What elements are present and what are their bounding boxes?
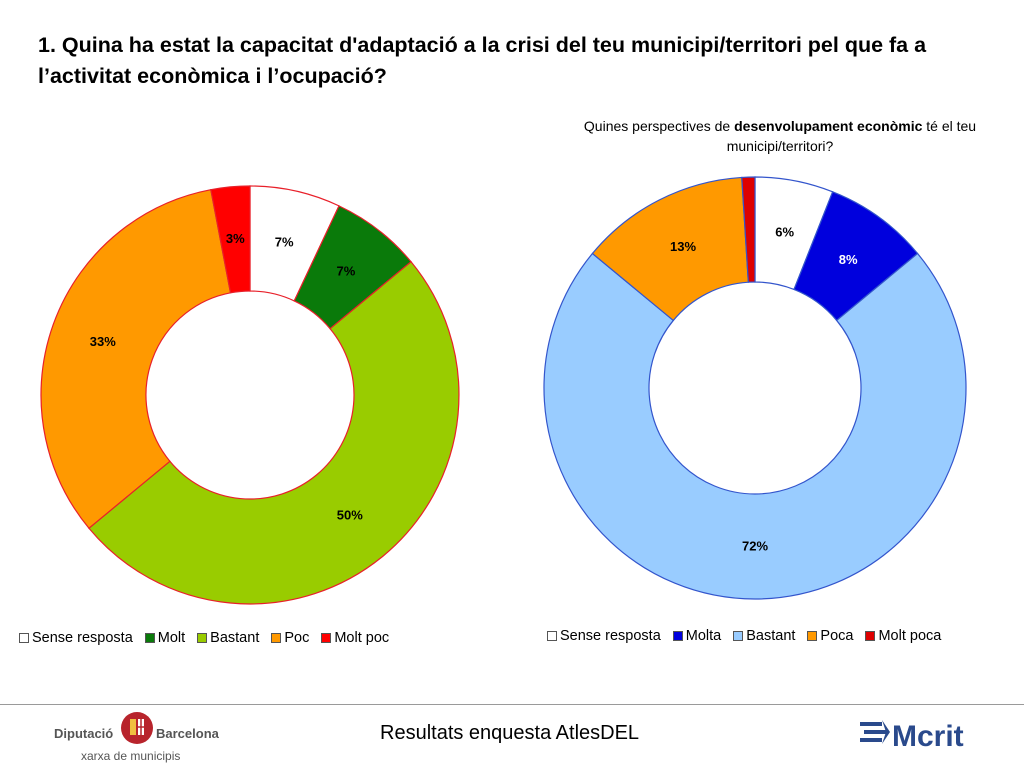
chart-1-legend-item-sense-resposta: Sense resposta	[19, 630, 133, 646]
diputacio-barcelona-logo: Diputació Barcelona xarxa de municipis	[54, 712, 220, 763]
legend-label: Sense resposta	[560, 628, 661, 644]
legend-swatch	[672, 631, 683, 641]
page-title: 1. Quina ha estat la capacitat d'adaptac…	[38, 33, 927, 88]
coat-of-arms-icon	[121, 712, 153, 744]
subtitle-after: té el teu municipi/territori?	[726, 118, 977, 154]
footer-title: Resultats enquesta AtlesDEL	[380, 722, 640, 744]
chart-2-title: Quines perspectives de desenvolupament e…	[535, 116, 1024, 156]
legend-label: Poca	[820, 628, 854, 644]
legend-chart-2: Sense resposta Molta Bastant Poca Molt poca	[547, 628, 953, 644]
chart-2-slice-molt-poca	[741, 176, 756, 283]
chart-2-data-label-poca: 13%	[670, 239, 696, 254]
legend-label: Poc	[284, 630, 310, 646]
chart-1-slice-bastant	[88, 260, 460, 605]
chart-1-slice-molt-poc	[210, 185, 251, 294]
mcrit-logo: Mcrit	[860, 720, 964, 752]
chart-1-slice-poc	[40, 188, 232, 530]
legend-swatch	[865, 631, 876, 641]
legend-swatch	[321, 633, 332, 643]
chart-1-legend-item-bastant: Bastant	[197, 630, 259, 646]
chart-2-data-label-sense-resposta: 6%	[775, 224, 794, 239]
donut-chart-adaptacio: 7% 7% 50% 33% 3%	[40, 185, 460, 605]
legend-label: Bastant	[746, 628, 796, 644]
svg-text:xarxa de municipis: xarxa de municipis	[81, 749, 180, 763]
chart-2-legend-item-poca: Poca	[807, 628, 853, 644]
legend-swatch	[144, 633, 155, 643]
chart-1-data-label-bastant: 50%	[337, 508, 363, 523]
legend-label: Sense resposta	[32, 630, 133, 646]
subtitle-before: Quines perspectives de	[583, 118, 735, 134]
legend-label: Molt poc	[334, 630, 390, 646]
legend-label: Molt	[157, 630, 186, 646]
legend-swatch	[19, 633, 29, 643]
legend-swatch	[547, 631, 557, 641]
chart-2-legend-item-molta: Molta	[672, 628, 722, 644]
legend-swatch	[807, 631, 818, 641]
legend-swatch	[197, 633, 208, 643]
subtitle-bold: desenvolupament econòmic	[734, 118, 923, 134]
svg-text:Diputació: Diputació	[54, 726, 113, 741]
chart-2-data-label-bastant: 72%	[742, 539, 768, 554]
chart-1-legend-item-poc: Poc	[271, 630, 309, 646]
chart-1-data-label-sense-resposta: 7%	[275, 234, 294, 249]
chart-2-legend-item-molt-poca: Molt poca	[865, 628, 941, 644]
mcrit-arrows-icon	[860, 720, 890, 744]
legend-chart-1: Sense resposta Molt Bastant Poc Molt poc	[19, 630, 401, 646]
chart-1-data-label-molt: 7%	[337, 263, 356, 278]
chart-1-legend-item-molt: Molt	[144, 630, 186, 646]
legend-label: Molt poca	[878, 628, 942, 644]
donut-chart-perspectives: 6% 8% 72% 13%	[543, 176, 967, 600]
footer-divider	[0, 704, 1024, 705]
legend-swatch	[733, 631, 744, 641]
chart-1-data-label-molt-poc: 3%	[226, 231, 245, 246]
chart-2-legend-item-sense-resposta: Sense resposta	[547, 628, 661, 644]
legend-label: Bastant	[210, 630, 260, 646]
chart-2-data-label-molta: 8%	[839, 252, 858, 267]
svg-text:Mcrit: Mcrit	[892, 720, 964, 752]
chart-1-data-label-poc: 33%	[90, 334, 116, 349]
svg-text:Barcelona: Barcelona	[156, 726, 220, 741]
legend-label: Molta	[685, 628, 722, 644]
chart-2-legend-item-bastant: Bastant	[733, 628, 795, 644]
chart-1-legend-item-molt-poc: Molt poc	[321, 630, 389, 646]
legend-swatch	[271, 633, 282, 643]
chart-2-slice-bastant	[543, 252, 967, 600]
